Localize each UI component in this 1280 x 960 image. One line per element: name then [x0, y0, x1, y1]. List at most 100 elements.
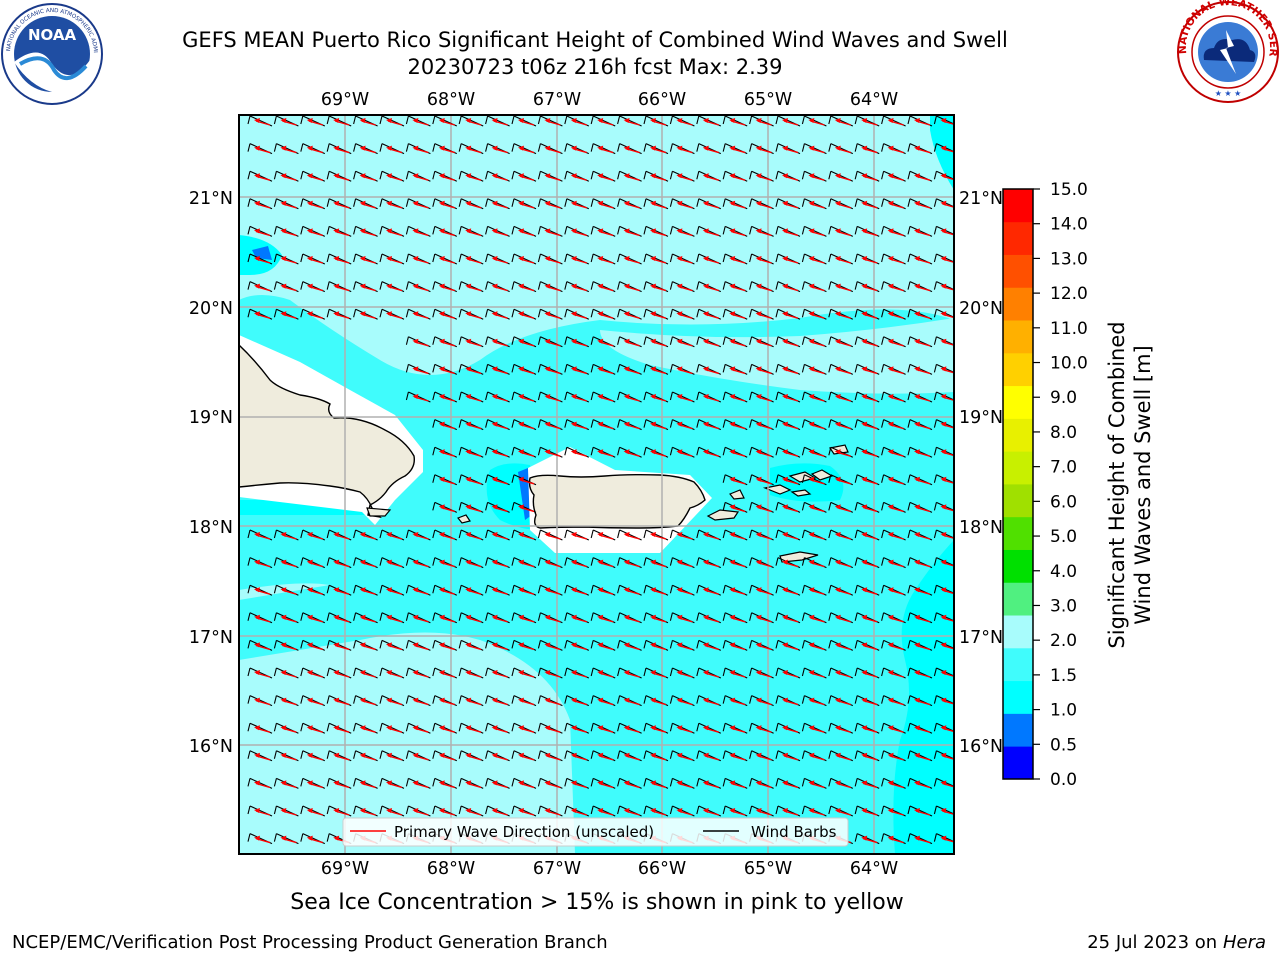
wave-direction-arrowhead — [438, 394, 445, 399]
vector-glyph — [432, 281, 458, 293]
wave-direction-arrowhead — [914, 476, 920, 482]
wave-direction-arrowhead — [491, 697, 498, 703]
vector-glyph — [775, 225, 801, 237]
vector-glyph — [590, 225, 616, 237]
wave-direction-arrowhead — [254, 642, 260, 648]
wave-direction-arrowhead — [412, 228, 419, 234]
wind-barb-feather — [511, 612, 515, 621]
wave-direction-arrowhead — [808, 780, 815, 786]
wave-direction-arrowhead — [386, 532, 392, 537]
wind-barb-feather — [458, 557, 462, 566]
vector-glyph — [432, 501, 458, 513]
vector-glyph — [432, 612, 458, 624]
wind-barb-feather — [643, 226, 647, 235]
wind-barb-feather — [432, 198, 436, 207]
wave-direction-arrowhead — [597, 642, 604, 648]
wave-direction-arrowhead — [861, 697, 868, 703]
vector-glyph — [326, 805, 352, 817]
wind-barb-feather — [617, 336, 621, 345]
wave-direction-arrowhead — [914, 256, 920, 261]
vector-glyph — [511, 612, 537, 624]
wave-direction-arrowhead — [597, 697, 604, 703]
vector-glyph — [722, 281, 748, 293]
wind-barb-feather — [432, 557, 436, 566]
vector-glyph — [643, 281, 669, 293]
wave-direction-arrowhead — [412, 532, 419, 537]
wind-barb-feather — [537, 557, 541, 566]
wave-direction-arrowhead — [702, 697, 709, 703]
wave-direction-arrowhead — [808, 421, 815, 427]
wave-direction-arrowhead — [254, 752, 260, 758]
vector-glyph — [590, 722, 616, 734]
vector-glyph — [828, 198, 854, 210]
vector-glyph — [379, 695, 405, 707]
wind-barb-feather — [828, 805, 832, 815]
wind-barb-feather — [775, 750, 779, 759]
wind-barb-feather — [854, 143, 858, 152]
wave-direction-arrowhead — [544, 394, 551, 399]
wind-barb-feather — [485, 695, 489, 704]
wave-direction-arrowhead — [280, 283, 287, 289]
wind-barb-feather — [537, 585, 541, 594]
vector-glyph — [485, 446, 510, 458]
wave-direction-arrowhead — [729, 256, 736, 261]
wind-barb-feather — [353, 778, 357, 787]
wind-barb-feather — [907, 226, 911, 235]
wave-direction-arrowhead — [808, 808, 815, 813]
vector-glyph — [458, 474, 484, 486]
wind-barb-feather — [854, 419, 858, 428]
wave-direction-arrowhead — [623, 173, 630, 179]
vector-glyph — [590, 170, 616, 182]
wave-direction-arrowhead — [755, 725, 762, 731]
vector-glyph — [379, 143, 405, 155]
wave-direction-arrowhead — [518, 697, 524, 703]
vector-glyph — [564, 446, 590, 458]
wind-barb-feather — [485, 612, 489, 621]
colorbar-band — [1003, 320, 1033, 354]
wave-direction-arrowhead — [491, 808, 498, 813]
wind-barb-feather — [801, 778, 805, 787]
wave-direction-arrowhead — [650, 256, 656, 261]
vector-glyph — [933, 170, 954, 181]
vector-glyph — [643, 639, 669, 651]
vector-glyph — [485, 529, 510, 541]
wind-barb-feather — [405, 695, 409, 704]
wind-barb-feather — [590, 612, 594, 621]
vector-glyph — [273, 281, 299, 293]
wind-barb-feather — [749, 750, 753, 759]
vector-glyph — [749, 143, 774, 155]
wave-direction-arrowhead — [386, 145, 392, 151]
wind-barb-feather — [564, 805, 568, 815]
wave-direction-arrowhead — [887, 173, 894, 179]
vector-glyph — [485, 695, 510, 707]
vector-glyph — [353, 805, 378, 817]
vector-glyph — [801, 557, 827, 569]
vector-glyph — [669, 391, 695, 403]
wave-direction-arrowhead — [597, 587, 604, 593]
vector-glyph — [907, 170, 933, 182]
wind-barb-feather — [458, 667, 462, 677]
wind-barb-feather — [326, 198, 330, 207]
wave-direction-arrowhead — [623, 780, 630, 786]
vector-glyph — [405, 584, 431, 596]
wave-direction-arrowhead — [940, 118, 947, 123]
wind-barb-feather — [564, 364, 568, 373]
vector-glyph — [273, 612, 299, 624]
wind-barb-feather — [854, 529, 858, 539]
wave-direction-arrowhead — [914, 118, 920, 123]
wind-barb-feather — [907, 419, 911, 428]
wind-barb-feather — [933, 198, 937, 207]
wind-barb-feather — [775, 585, 779, 594]
vector-glyph — [326, 639, 352, 651]
wind-barb-feather — [326, 640, 330, 649]
wave-direction-arrowhead — [782, 532, 788, 537]
wind-barb-feather — [643, 419, 647, 428]
vector-glyph — [537, 363, 563, 375]
vector-glyph — [511, 557, 537, 569]
vector-glyph — [511, 419, 537, 431]
wave-direction-arrowhead — [438, 642, 445, 648]
wind-barb-feather — [881, 612, 885, 621]
wind-barb-feather — [617, 171, 621, 180]
wind-barb-feather — [405, 391, 409, 401]
vector-glyph — [907, 529, 933, 541]
